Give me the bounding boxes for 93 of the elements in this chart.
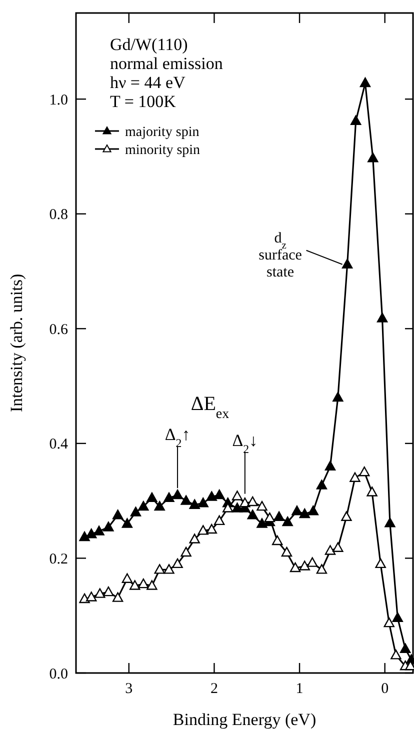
- annotation: Gd/W(110): [110, 35, 188, 54]
- point: [384, 617, 394, 628]
- legend-label: minority spin: [125, 143, 200, 158]
- point: [342, 258, 353, 268]
- point: [180, 546, 192, 557]
- point: [247, 496, 258, 506]
- point: [350, 115, 362, 125]
- point: [103, 586, 114, 596]
- annotation: ΔE$_{ex}$: [190, 393, 230, 422]
- point: [122, 573, 133, 583]
- x-tick-label: 3: [125, 681, 133, 697]
- point: [130, 580, 140, 590]
- point: [390, 650, 402, 660]
- x-tick-label: 0: [381, 681, 389, 697]
- point: [198, 525, 208, 535]
- y-tick-label: 0.2: [49, 551, 68, 568]
- point: [308, 506, 319, 516]
- y-tick-label: 0.4: [49, 436, 68, 453]
- point: [86, 592, 97, 602]
- point: [232, 490, 243, 500]
- point: [189, 499, 200, 509]
- point: [79, 531, 90, 542]
- point: [264, 512, 276, 522]
- point: [122, 518, 133, 528]
- point: [198, 498, 208, 508]
- point: [360, 77, 371, 88]
- point: [384, 518, 396, 528]
- point: [180, 495, 192, 505]
- annotation: T = 100K: [110, 92, 177, 111]
- x-tick-label: 1: [296, 681, 304, 697]
- point: [256, 518, 268, 528]
- point: [366, 486, 378, 496]
- point: [130, 506, 142, 516]
- point: [316, 480, 328, 490]
- point: [94, 526, 104, 536]
- point: [332, 392, 344, 402]
- point: [146, 580, 158, 590]
- point: [350, 472, 360, 482]
- point: [164, 564, 174, 574]
- annotation: normal emission: [110, 54, 224, 73]
- point: [324, 460, 336, 470]
- point: [112, 592, 124, 602]
- point: [247, 510, 258, 520]
- point: [138, 500, 149, 511]
- annotation: hν = 44 eV: [110, 73, 186, 92]
- point: [376, 312, 388, 322]
- point: [240, 498, 250, 508]
- annotation: Δ$_{2}$↑: [164, 425, 190, 450]
- point: [316, 564, 328, 574]
- point: [290, 562, 301, 572]
- point: [146, 492, 158, 502]
- y-tick-label: 0.8: [49, 207, 68, 224]
- point: [282, 516, 293, 526]
- point: [172, 489, 183, 500]
- point: [172, 558, 183, 568]
- annotation: Δ$_{2}$↓: [232, 430, 258, 456]
- point: [306, 557, 318, 567]
- x-tick-label: 2: [210, 681, 218, 697]
- point: [189, 534, 200, 544]
- y-tick-label: 0.0: [49, 666, 68, 682]
- point: [299, 508, 310, 518]
- point: [292, 506, 302, 516]
- y-axis-title: Intensity (arb. units): [7, 274, 26, 412]
- point: [274, 511, 284, 521]
- point: [154, 564, 165, 574]
- point: [359, 466, 370, 476]
- point: [368, 152, 378, 162]
- point: [103, 522, 114, 532]
- point: [392, 612, 403, 622]
- point: [299, 560, 310, 570]
- annotation: d$_{z}$ surface state: [258, 230, 302, 280]
- point: [112, 510, 124, 520]
- point: [341, 511, 352, 521]
- point: [138, 578, 149, 588]
- x-axis-title: Binding Energy (eV): [172, 710, 316, 729]
- y-tick-label: 0.6: [49, 322, 68, 338]
- point: [206, 491, 218, 501]
- point: [94, 588, 106, 598]
- y-tick-label: 1.0: [49, 92, 68, 108]
- point: [214, 515, 225, 526]
- point: [164, 492, 174, 502]
- point: [375, 558, 386, 568]
- point: [400, 643, 411, 653]
- point: [256, 500, 268, 511]
- point: [214, 489, 225, 500]
- point: [86, 528, 97, 538]
- point: [324, 545, 336, 555]
- point: [154, 500, 165, 511]
- legend-label: majority spin: [125, 125, 200, 140]
- point: [281, 546, 292, 557]
- point: [272, 535, 283, 546]
- point: [206, 524, 218, 534]
- point: [332, 542, 344, 552]
